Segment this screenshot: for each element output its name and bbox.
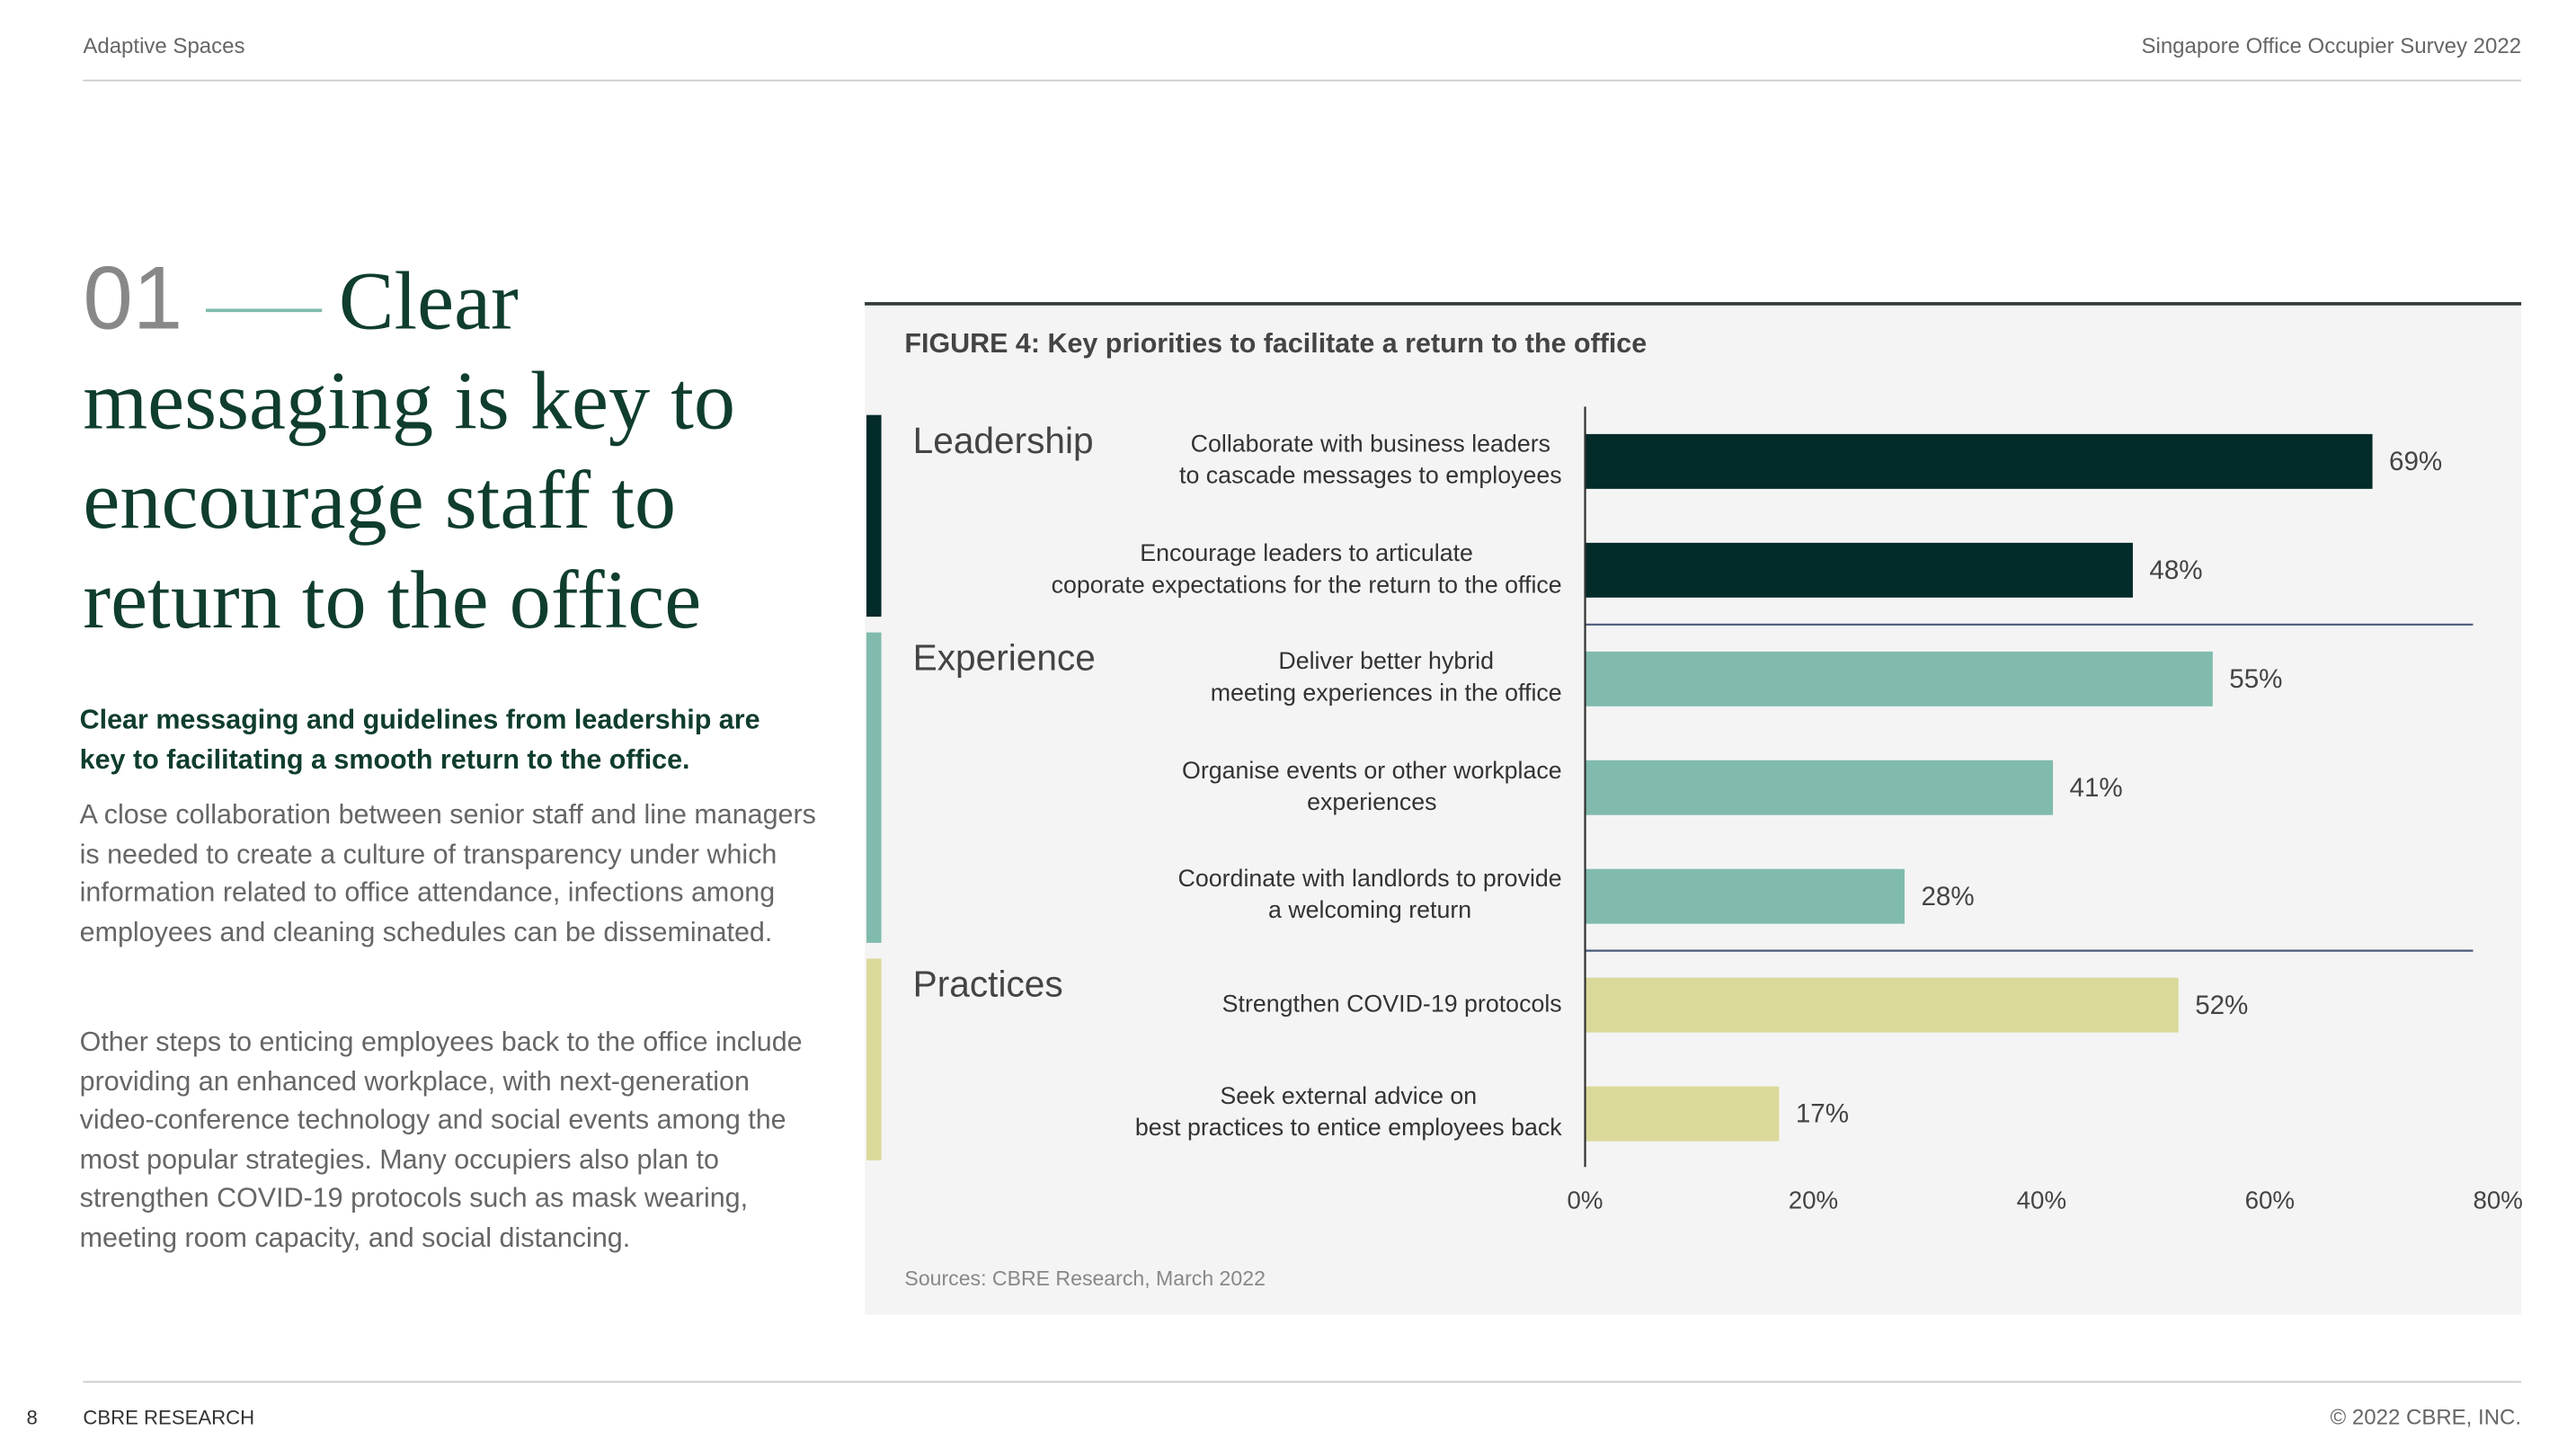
category-label: Strengthen COVID-19 protocols [1221,991,1562,1018]
category-label: Collaborate with business leaders to cas… [1179,431,1562,490]
bar [1585,868,1905,924]
x-tick-label: 0% [1568,1186,1603,1213]
category-label: Deliver better hybrid meeting experience… [1210,649,1562,707]
value-label: 69% [2389,447,2442,476]
intro: Clear messaging and guidelines from lead… [79,705,760,776]
group-bar [866,958,882,1160]
x-tick-label: 60% [2245,1186,2295,1213]
value-label: 28% [1921,882,1974,911]
bar [1585,542,2133,598]
x-tick-label: 80% [2473,1186,2522,1213]
header-left: Adaptive Spaces [83,32,245,58]
bar [1585,977,2179,1033]
group-name: Practices [913,964,1063,1005]
group-bar [866,632,882,943]
value-label: 41% [2070,773,2123,803]
paragraph: Other steps to enticing employees back t… [79,1027,803,1253]
group-name: Leadership [913,420,1094,461]
heading-text: Clear messaging is key to encourage staf… [83,253,736,646]
bar [1585,433,2373,489]
heading-number: 01 [83,248,183,349]
category-label: Coordinate with landlords to provide a w… [1177,866,1562,925]
paragraph: A close collaboration between senior sta… [79,800,816,947]
chart-title: FIGURE 4: Key priorities to facilitate a… [904,328,1647,359]
footer-rule [83,1381,2522,1383]
value-label: 55% [2229,664,2282,694]
page-number: 8 [26,1406,38,1429]
footer-left: CBRE RESEARCH [83,1406,255,1429]
group-name: Experience [913,637,1096,679]
value-label: 17% [1796,1099,1849,1129]
chart-source: Sources: CBRE Research, March 2022 [904,1267,1265,1290]
category-label: Encourage leaders to articulate coporate… [1051,540,1562,599]
bar [1585,651,2213,707]
heading-dash [206,307,323,312]
header-rule [83,79,2522,82]
bar [1585,1086,1780,1142]
footer-right: © 2022 CBRE, INC. [2330,1404,2522,1429]
bar [1585,760,2054,815]
heading: 01 Clear messaging is key to encourage st… [83,249,813,649]
x-tick-label: 20% [1789,1186,1838,1213]
value-label: 48% [2149,556,2202,585]
category-label: Organise events or other workplace exper… [1181,757,1562,816]
group-bar [866,414,882,618]
value-label: 52% [2195,991,2248,1020]
header-right: Singapore Office Occupier Survey 2022 [2141,32,2522,58]
x-tick-label: 40% [2017,1186,2066,1213]
category-label: Seek external advice on best practices t… [1134,1083,1562,1142]
